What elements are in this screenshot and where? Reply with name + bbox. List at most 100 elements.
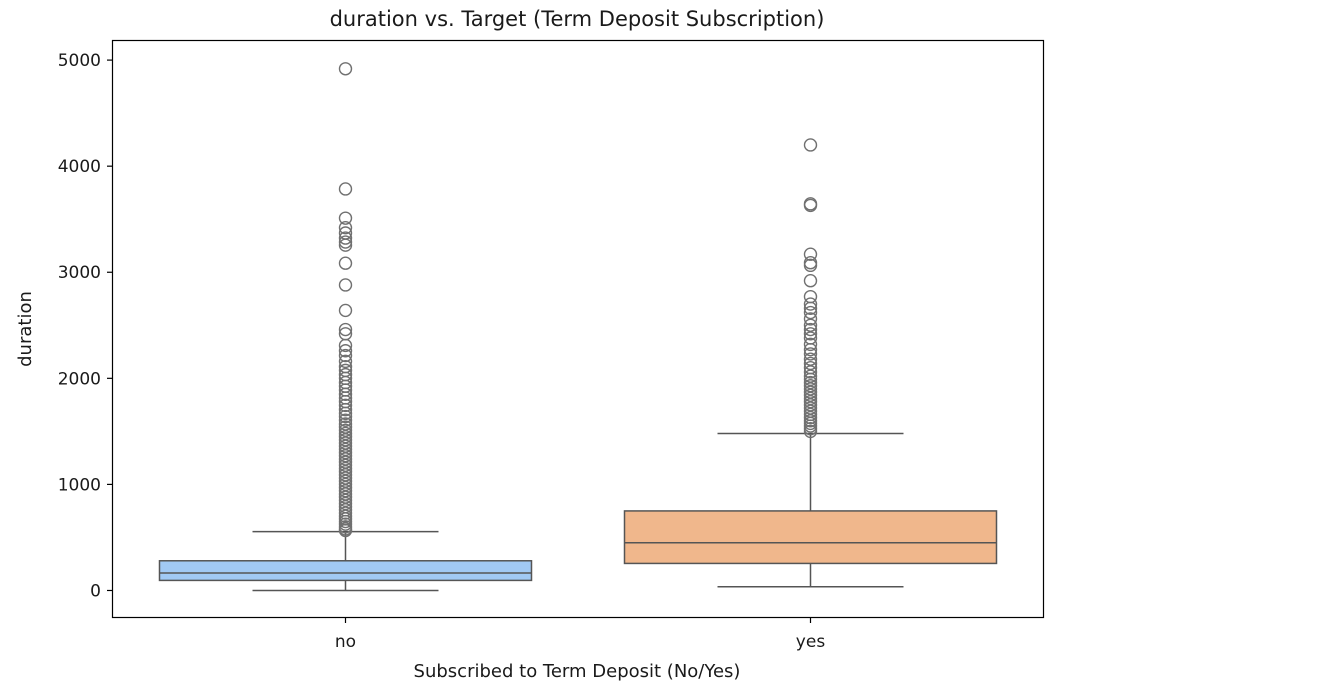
outlier-point <box>338 449 353 463</box>
outlier-point <box>803 379 818 393</box>
outlier-point <box>338 417 353 431</box>
outlier-point <box>338 474 353 488</box>
y-axis: 0 1000 2000 3000 4000 5000 <box>58 51 113 601</box>
outlier-point <box>803 318 818 332</box>
outlier-point <box>338 420 353 434</box>
outlier-point <box>338 455 353 469</box>
outlier-point <box>338 278 353 292</box>
outlier-point <box>803 391 818 406</box>
outlier-point <box>803 385 818 399</box>
outlier-point <box>338 484 353 498</box>
outlier-point <box>338 471 353 485</box>
outlier-point <box>803 382 818 396</box>
outlier-point <box>803 352 818 366</box>
outlier-point <box>803 322 818 337</box>
x-tick-label: yes <box>796 632 826 652</box>
outlier-point <box>338 442 353 457</box>
outlier-point <box>803 138 818 152</box>
y-tick-label: 3000 <box>58 263 101 283</box>
outlier-point <box>338 406 353 421</box>
outlier-point <box>338 238 353 252</box>
outlier-point <box>338 468 353 482</box>
outlier-point <box>338 413 353 427</box>
outlier-point <box>338 231 353 245</box>
outlier-point <box>803 394 818 409</box>
outlier-point <box>338 490 353 504</box>
outlier-point <box>338 220 353 235</box>
outlier-point <box>803 256 818 270</box>
outlier-point <box>803 356 818 371</box>
x-tick-label: no <box>335 632 356 652</box>
outlier-point <box>338 461 353 476</box>
plot-marks <box>158 62 998 592</box>
outlier-point <box>338 211 353 225</box>
outlier-point <box>338 445 353 460</box>
outlier-point <box>803 301 818 316</box>
outlier-point <box>803 274 818 288</box>
outlier-point <box>803 297 818 311</box>
outlier-point <box>338 387 353 401</box>
outlier-point <box>338 458 353 473</box>
outlier-point <box>338 338 353 353</box>
outlier-point <box>338 402 353 417</box>
box-iqr <box>158 560 533 582</box>
outlier-point <box>338 398 353 413</box>
outlier-point <box>803 247 818 261</box>
outlier-point <box>803 327 818 341</box>
outlier-point <box>803 347 818 361</box>
outlier-point <box>338 496 353 511</box>
outlier-point <box>338 409 353 424</box>
box-group-yes <box>623 138 998 588</box>
chart-title: duration vs. Target (Term Deposit Subscr… <box>330 7 825 31</box>
outlier-point <box>338 423 353 438</box>
box-group-no <box>158 62 533 592</box>
outlier-point <box>803 365 818 379</box>
outlier-point <box>338 506 353 520</box>
outlier-point <box>338 493 353 508</box>
outlier-point <box>803 305 818 320</box>
outlier-point <box>803 342 818 357</box>
outlier-point <box>338 429 353 444</box>
outlier-point <box>803 337 818 352</box>
outlier-point <box>803 258 818 273</box>
outlier-point <box>338 303 353 318</box>
y-tick-label: 2000 <box>58 369 101 389</box>
outlier-point <box>803 388 818 402</box>
outlier-point <box>803 398 818 412</box>
outlier-point <box>338 477 353 492</box>
outlier-point <box>803 289 818 304</box>
outlier-point <box>803 372 818 387</box>
plot-frame <box>111 39 1045 619</box>
outlier-point <box>338 464 353 479</box>
outlier-point <box>803 424 818 439</box>
outlier-point <box>338 436 353 450</box>
outlier-point <box>338 487 353 501</box>
outlier-point <box>338 523 353 538</box>
outlier-point <box>338 344 353 358</box>
outlier-point <box>338 182 353 196</box>
outlier-point <box>338 322 353 337</box>
box-iqr <box>623 510 998 565</box>
outlier-point <box>803 410 818 425</box>
outlier-point <box>338 426 353 441</box>
outlier-point <box>338 354 353 369</box>
outlier-point <box>338 62 353 76</box>
y-tick-label: 1000 <box>58 475 101 495</box>
outlier-point <box>338 480 353 495</box>
outlier-point <box>338 235 353 249</box>
outlier-point <box>803 312 818 326</box>
x-axis-label: Subscribed to Term Deposit (No/Yes) <box>414 661 741 682</box>
outlier-point <box>338 452 353 466</box>
x-axis: no yes <box>335 617 825 652</box>
outlier-point <box>338 348 353 363</box>
outlier-point <box>338 433 353 447</box>
outlier-point <box>803 401 818 415</box>
y-tick-label: 0 <box>90 581 101 601</box>
outlier-point <box>803 198 818 213</box>
y-tick-label: 4000 <box>58 157 101 177</box>
outlier-point <box>803 375 818 390</box>
y-axis-label: duration <box>15 291 36 367</box>
outlier-point <box>803 369 818 383</box>
outlier-point <box>338 439 353 453</box>
